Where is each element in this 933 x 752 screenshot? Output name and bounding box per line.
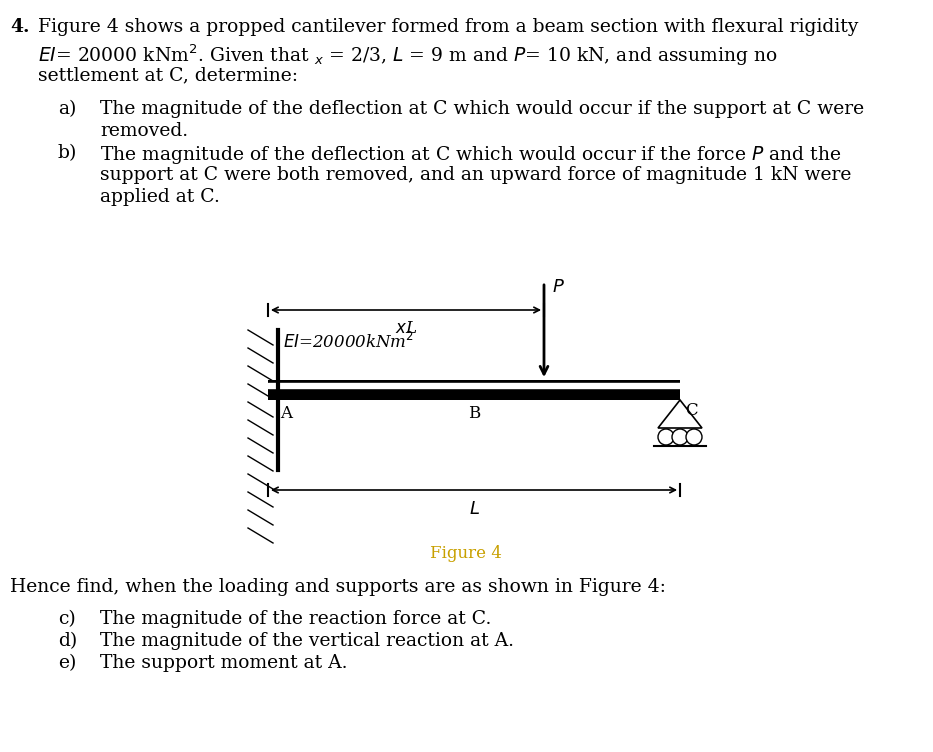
Text: removed.: removed.: [100, 122, 188, 140]
Text: A: A: [280, 405, 292, 422]
Text: b): b): [58, 144, 77, 162]
Text: settlement at C, determine:: settlement at C, determine:: [38, 66, 298, 84]
Text: $L$: $L$: [468, 500, 480, 518]
Text: applied at C.: applied at C.: [100, 188, 220, 206]
Text: Hence find, when the loading and supports are as shown in Figure 4:: Hence find, when the loading and support…: [10, 578, 666, 596]
Text: The magnitude of the reaction force at C.: The magnitude of the reaction force at C…: [100, 610, 492, 628]
Text: $EI$=20000kNm$^2$: $EI$=20000kNm$^2$: [283, 332, 414, 352]
Text: d): d): [58, 632, 77, 650]
Text: Figure 4 shows a propped cantilever formed from a beam section with flexural rig: Figure 4 shows a propped cantilever form…: [38, 18, 858, 36]
Circle shape: [658, 429, 674, 445]
Text: e): e): [58, 654, 77, 672]
Text: support at C were both removed, and an upward force of magnitude 1 kN were: support at C were both removed, and an u…: [100, 166, 852, 184]
Text: $EI$= 20000 kNm$^2$. Given that $_{x}$ = 2/3, $L$ = 9 m and $P$= 10 kN, and assu: $EI$= 20000 kNm$^2$. Given that $_{x}$ =…: [38, 42, 778, 68]
Circle shape: [672, 429, 688, 445]
Polygon shape: [658, 400, 702, 428]
Text: a): a): [58, 100, 77, 118]
Text: $x$L: $x$L: [395, 320, 417, 337]
Text: C: C: [685, 402, 698, 419]
Text: The magnitude of the vertical reaction at A.: The magnitude of the vertical reaction a…: [100, 632, 514, 650]
Text: Figure 4: Figure 4: [430, 545, 502, 562]
Text: B: B: [467, 405, 480, 422]
Text: 4.: 4.: [10, 18, 30, 36]
FancyBboxPatch shape: [268, 380, 680, 400]
Text: The magnitude of the deflection at C which would occur if the force $P$ and the: The magnitude of the deflection at C whi…: [100, 144, 842, 166]
Text: The support moment at A.: The support moment at A.: [100, 654, 347, 672]
Text: $P$: $P$: [552, 278, 564, 296]
Circle shape: [686, 429, 702, 445]
Text: The magnitude of the deflection at C which would occur if the support at C were: The magnitude of the deflection at C whi…: [100, 100, 864, 118]
Text: c): c): [58, 610, 76, 628]
